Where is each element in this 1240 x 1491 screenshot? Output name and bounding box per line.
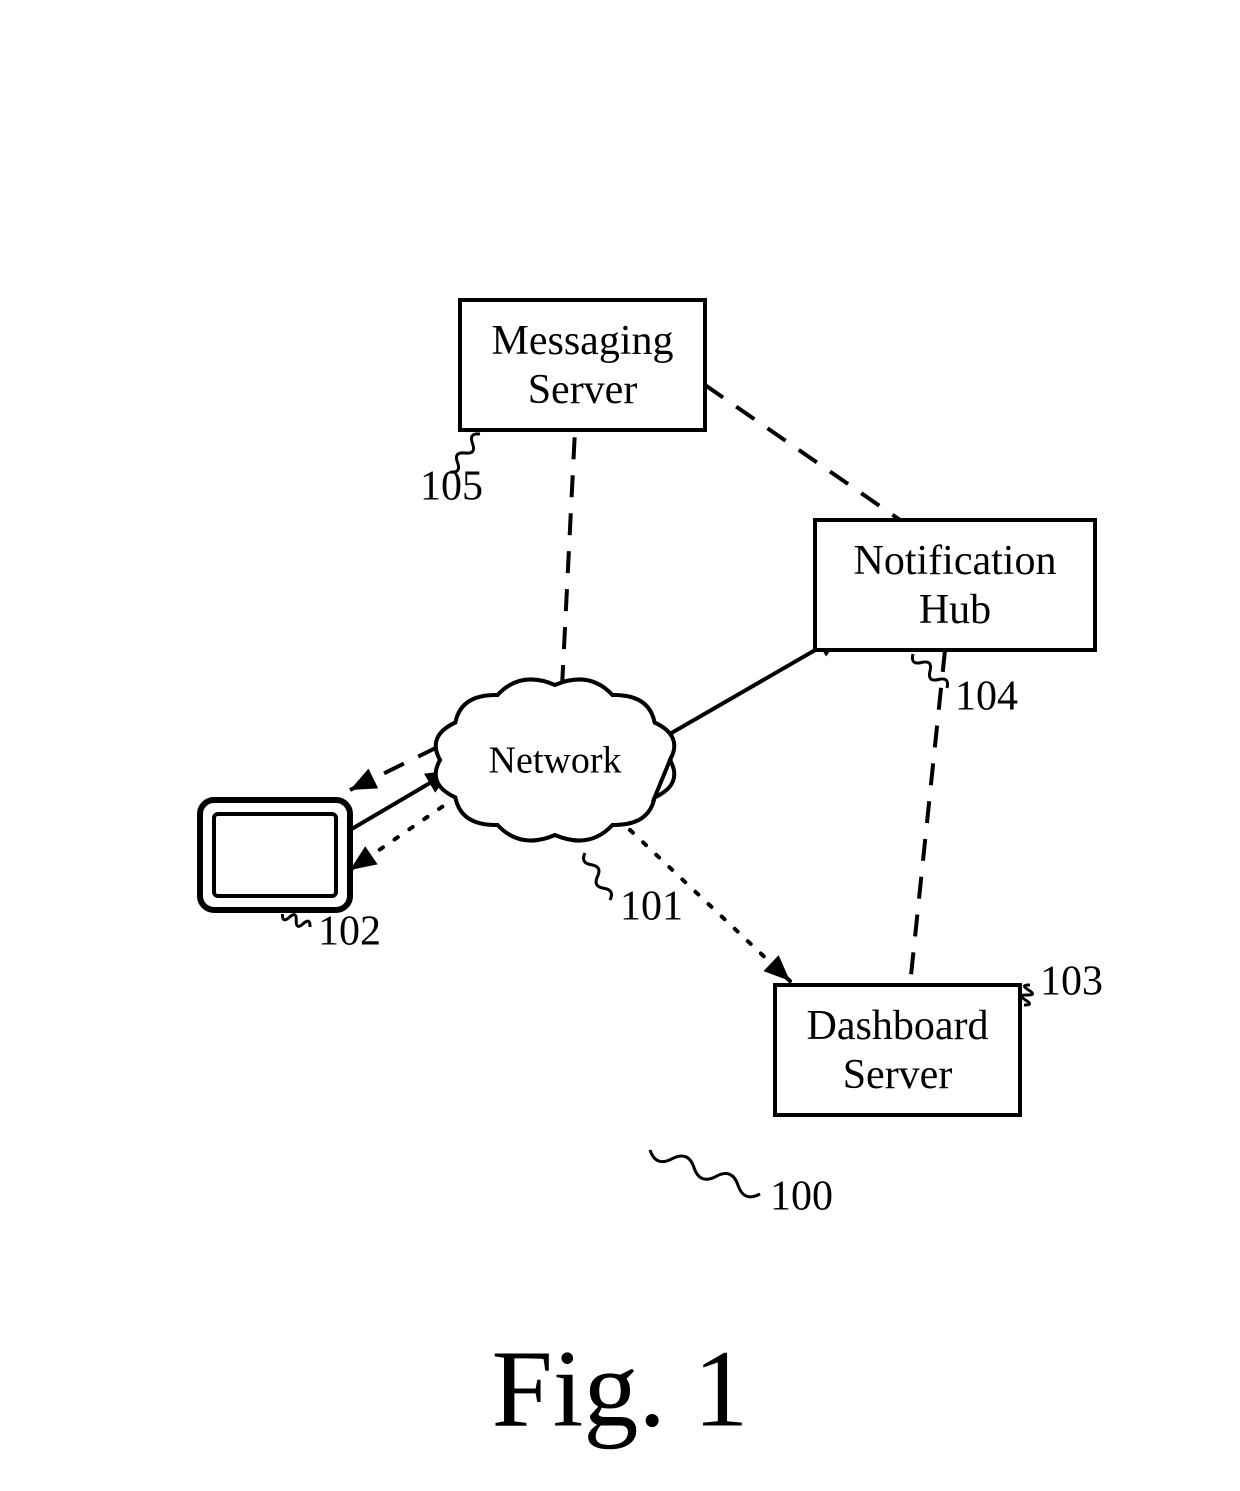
- edge-hub-dash-dashed: [910, 650, 945, 985]
- messaging-server-line1: Messaging: [492, 318, 674, 364]
- ref-overall: 100: [770, 1174, 833, 1220]
- network-label: Network: [489, 740, 622, 782]
- device-screen: [214, 814, 336, 896]
- messaging-server-line2: Server: [528, 367, 638, 413]
- ref-hub: 104: [955, 674, 1018, 720]
- ref-dashboard: 103: [1040, 959, 1103, 1005]
- notification-hub-line1: Notification: [854, 538, 1057, 584]
- notification-hub-line2: Hub: [919, 587, 991, 633]
- arrowhead: [350, 769, 378, 790]
- figure-label: Fig. 1: [492, 1327, 749, 1449]
- leader-overall: [650, 1150, 760, 1197]
- edge-net-msg-dashed: [562, 430, 575, 687]
- dashboard-server-line1: Dashboard: [807, 1003, 989, 1049]
- dashboard-server-line2: Server: [843, 1052, 953, 1098]
- ref-device: 102: [318, 909, 381, 955]
- ref-network: 101: [620, 884, 683, 930]
- arrowhead: [764, 955, 790, 981]
- leader-device: [282, 914, 310, 927]
- ref-messaging: 105: [420, 464, 483, 510]
- leader-network: [584, 853, 612, 900]
- edge-msg-hub-dashed: [705, 385, 900, 520]
- leader-dashboard: [1021, 985, 1032, 1005]
- arrowhead: [350, 846, 378, 870]
